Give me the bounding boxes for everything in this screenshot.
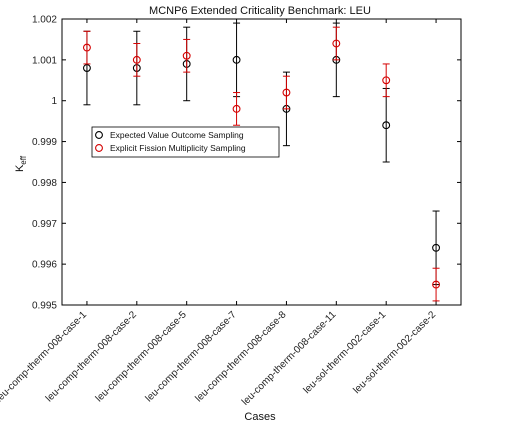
data-point	[282, 88, 291, 97]
y-tick-label: 0.995	[32, 301, 57, 312]
legend-marker-expected-value	[95, 131, 103, 139]
series-layer	[82, 22, 441, 302]
y-tick-label: 0.996	[32, 260, 57, 271]
data-point	[382, 76, 391, 85]
y-tick-label: 1.001	[32, 55, 57, 66]
y-tick-label: 0.999	[32, 137, 57, 148]
y-axis-label-subscript: eff	[19, 155, 28, 165]
data-point	[82, 64, 91, 72]
data-point	[232, 55, 241, 64]
y-tick-label: 0.997	[32, 219, 57, 230]
plot-frame	[61, 18, 462, 306]
y-axis-label-main: K	[14, 164, 26, 172]
x-axis-label: Cases	[244, 411, 276, 423]
data-point	[432, 280, 441, 289]
data-point	[132, 55, 141, 64]
y-axis-label: Keff	[14, 155, 28, 172]
data-point	[232, 104, 241, 113]
data-point	[382, 121, 391, 130]
legend: Expected Value Outcome Sampling Explicit…	[91, 126, 280, 158]
data-point	[182, 51, 191, 60]
data-point	[432, 243, 441, 252]
legend-label-expected-value: Expected Value Outcome Sampling	[110, 130, 244, 140]
y-axis: 0.995 0.996 0.997 0.998 0.999 1 1.001 1.002	[32, 15, 461, 312]
data-point	[332, 39, 341, 48]
data-point	[82, 43, 91, 52]
legend-marker-explicit-fission	[95, 144, 103, 152]
legend-box	[91, 126, 280, 158]
chart-title: MCNP6 Extended Criticality Benchmark: LE…	[149, 5, 371, 17]
series-explicit-fission	[82, 26, 441, 302]
legend-label-explicit-fission: Explicit Fission Multiplicity Sampling	[110, 143, 246, 153]
y-tick-label: 1	[51, 96, 57, 107]
y-tick-label: 0.998	[32, 178, 57, 189]
y-tick-label: 1.002	[32, 15, 57, 26]
